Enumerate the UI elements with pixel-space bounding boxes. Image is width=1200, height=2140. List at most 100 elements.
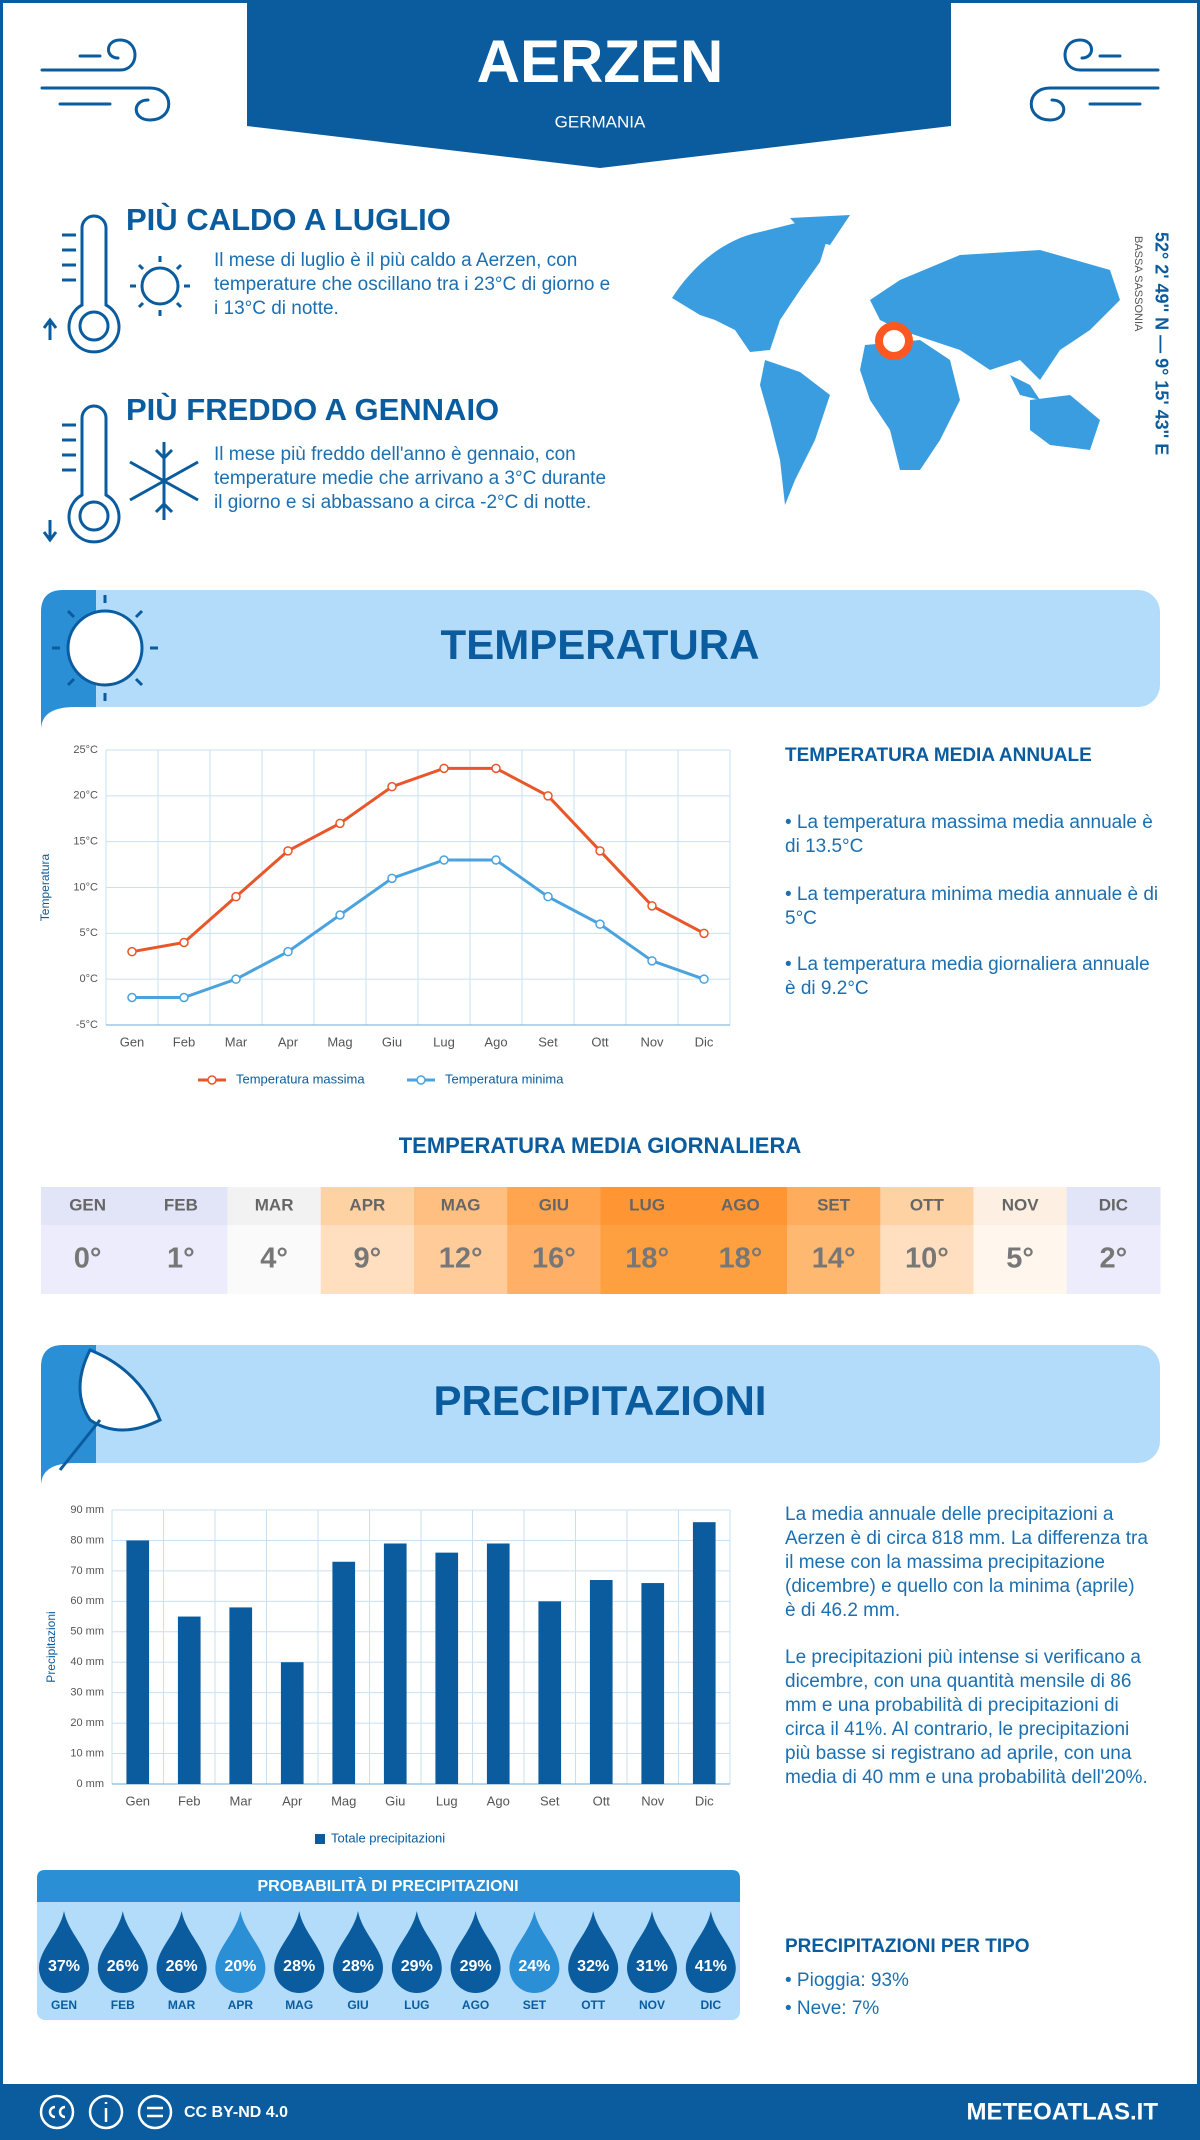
x-tick-label: Ott [593,1793,611,1808]
probability-value: 28% [283,1958,315,1975]
month-label: SET [817,1195,851,1214]
month-header-cell [600,1187,695,1225]
x-tick-label: Mag [327,1034,352,1049]
x-tick-label: Feb [178,1793,200,1808]
y-tick-label: 20°C [73,790,98,802]
warm-title: PIÙ CALDO A LUGLIO [126,202,451,237]
probability-value: 26% [166,1958,198,1975]
bar [589,1580,613,1784]
probability-value: 29% [401,1958,433,1975]
probability-value: 32% [577,1958,609,1975]
month-header-cell [41,1187,135,1225]
y-tick-label: 20 mm [70,1717,104,1729]
coordinates: 52° 2' 49'' N — 9° 15' 43'' E [1151,232,1171,455]
drop [333,1911,383,1993]
month-label: OTT [910,1195,945,1214]
x-tick-label: Set [540,1793,560,1808]
bar [126,1540,150,1784]
temp-value: 0° [74,1243,102,1275]
temp-cell [973,1225,1068,1294]
summary-item: • La temperatura media giornaliera annua… [785,954,1150,999]
temp-cell [507,1225,601,1294]
temp-cell [693,1225,788,1294]
x-tick-label: Nov [640,1034,664,1049]
bar [280,1662,304,1784]
section-band [41,1345,1160,1463]
month-header-cell [787,1187,881,1225]
legend-label: Totale precipitazioni [331,1830,445,1845]
section-band [41,590,1160,707]
y-tick-label: 15°C [73,836,98,848]
point [179,937,189,948]
footer-bar [0,2084,1200,2140]
point [647,956,657,966]
bar [332,1561,356,1784]
y-tick-label: 0 mm [77,1778,105,1790]
bar [383,1543,407,1784]
umbrella-icon [58,1348,162,1471]
y-tick-label: 30 mm [70,1687,104,1699]
point [543,891,553,902]
y-tick-label: 0°C [80,973,99,985]
probability-month: SET [523,1998,547,2012]
type-title: PRECIPITAZIONI PER TIPO [785,1936,1030,1957]
type-item: • Neve: 7% [785,1998,880,2019]
temp-value: 18° [625,1243,669,1275]
drop [156,1911,207,1993]
drop [215,1911,266,1993]
point [543,791,553,801]
line [131,766,705,954]
bar [486,1543,510,1784]
sun-icon [52,595,158,701]
month-label: MAR [255,1195,294,1214]
probability-value: 26% [107,1958,139,1975]
x-tick-label: Apr [282,1793,303,1808]
y-tick-label: 40 mm [70,1656,104,1668]
y-tick-label: 50 mm [70,1626,104,1638]
x-tick-label: Feb [173,1034,195,1049]
header-banner [247,0,951,168]
point [439,855,449,865]
x-tick-label: Apr [278,1034,299,1049]
probability-month: APR [228,1998,254,2012]
wind-icon [40,38,1160,122]
temp-cell [320,1225,415,1294]
summary-item: • La temperatura minima media annuale è … [785,884,1159,929]
x-tick-label: Mar [225,1034,248,1049]
month-header-cell [1066,1187,1161,1225]
line [132,858,705,999]
probability-month: LUG [404,1998,429,2012]
month-label: GEN [69,1195,106,1214]
point [439,763,449,774]
probability-value: 41% [695,1958,727,1975]
temp-value: 2° [1100,1243,1128,1275]
y-axis-title: Temperatura [38,853,52,921]
temp-value: 9° [354,1243,382,1275]
point [127,992,137,1003]
summary-title: TEMPERATURA MEDIA ANNUALE [785,745,1092,766]
x-tick-label: Dic [695,1034,714,1049]
probability-month: GEN [51,1998,77,2012]
summary-item: • La temperatura massima media annuale è… [785,812,1153,857]
probability-value: 29% [460,1958,492,1975]
point [595,846,605,856]
temp-cell [787,1225,881,1294]
probability-month: MAG [285,1998,313,2012]
site: METEOATLAS.IT [966,2098,1158,2125]
month-header-cell [414,1187,508,1225]
legend-marker [416,1075,426,1085]
month-header-cell [320,1187,415,1225]
point [491,855,501,865]
cold-text: Il mese più freddo dell'anno è gennaio, … [214,444,607,513]
month-header-cell [134,1187,228,1225]
table-title: TEMPERATURA MEDIA GIORNALIERA [399,1133,802,1158]
drop [391,1911,442,1993]
point [647,901,657,911]
probability-month: MAR [168,1998,196,2012]
drop [568,1911,619,1993]
type-item: • Pioggia: 93% [785,1970,909,1991]
drop [450,1911,501,1993]
probability-value: 20% [224,1958,256,1975]
month-label: NOV [1002,1195,1040,1214]
